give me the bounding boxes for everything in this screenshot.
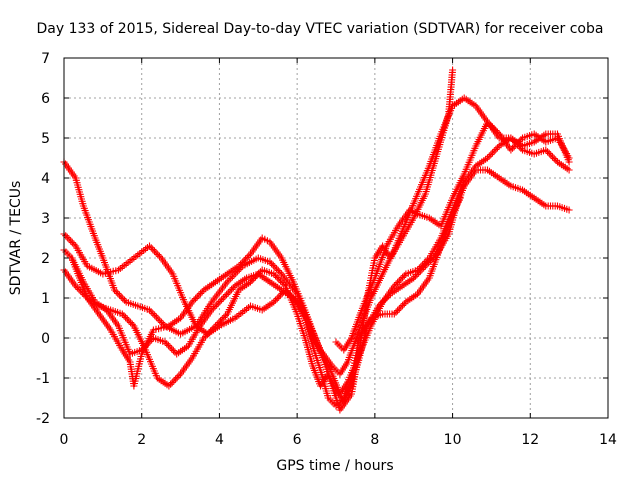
x-tick-label: 10 — [444, 432, 462, 448]
series-markers — [68, 194, 464, 410]
plot-frame — [63, 57, 609, 419]
x-tick-label: 4 — [215, 432, 224, 448]
y-axis-label: SDTVAR / TECUs — [8, 181, 24, 296]
chart-title: Day 133 of 2015, Sidereal Day-to-day VTE… — [37, 21, 604, 37]
y-tick-label: 5 — [41, 131, 50, 147]
grid — [64, 58, 608, 418]
y-tick-label: 1 — [41, 291, 50, 307]
x-axis-label: GPS time / hours — [276, 458, 393, 474]
y-tick-label: 7 — [41, 51, 50, 67]
y-tick-label: 2 — [41, 251, 50, 267]
x-tick-label: 8 — [370, 432, 379, 448]
x-tick-label: 14 — [599, 432, 617, 448]
y-tick-label: 3 — [41, 211, 50, 227]
x-tick-label: 2 — [137, 432, 146, 448]
x-tick-label: 0 — [60, 432, 69, 448]
series-s6 — [332, 118, 573, 354]
y-tick-label: 0 — [41, 331, 50, 347]
x-tick-label: 6 — [293, 432, 302, 448]
y-tick-label: 4 — [41, 171, 50, 187]
y-tick-label: -2 — [36, 411, 50, 427]
x-tick-label: 12 — [521, 432, 539, 448]
y-tick-label: 6 — [41, 91, 50, 107]
series-markers — [332, 118, 573, 354]
series-layer — [60, 66, 573, 414]
y-tick-label: -1 — [36, 371, 50, 387]
series-s5 — [68, 194, 464, 410]
